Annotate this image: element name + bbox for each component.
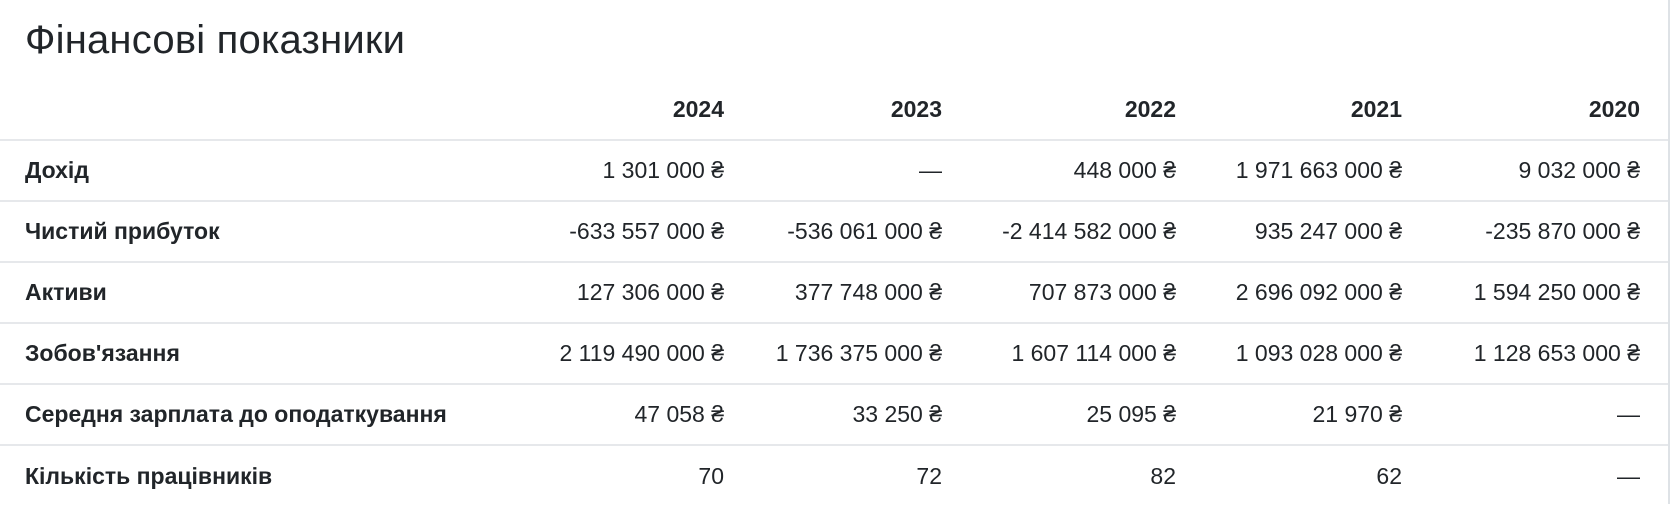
table-row-net-profit: Чистий прибуток -633 557 000 ₴ -536 061 … bbox=[0, 201, 1668, 263]
table-cell: 2 696 092 000 ₴ bbox=[1204, 262, 1430, 324]
row-label: Активи bbox=[0, 262, 522, 324]
table-cell: 377 748 000 ₴ bbox=[752, 262, 970, 324]
financial-table: 2024 2023 2022 2021 2020 Дохід 1 301 000… bbox=[0, 80, 1668, 506]
table-cell: 448 000 ₴ bbox=[970, 140, 1204, 202]
column-header-year: 2024 bbox=[522, 80, 752, 141]
table-cell: 62 bbox=[1376, 462, 1402, 489]
table-row-average-salary: Середня зарплата до оподаткування 47 058… bbox=[0, 384, 1668, 446]
table-cell: 1 301 000 ₴ bbox=[522, 140, 752, 202]
table-cell: 2 119 490 000 ₴ bbox=[522, 323, 752, 385]
table-cell: 25 095 ₴ bbox=[970, 384, 1204, 446]
table-cell: 1 093 028 000 ₴ bbox=[1204, 323, 1430, 385]
table-cell: 1 736 375 000 ₴ bbox=[752, 323, 970, 385]
table-cell: 72 bbox=[916, 462, 942, 489]
table-cell: 1 607 114 000 ₴ bbox=[970, 323, 1204, 385]
table-cell: 70 bbox=[698, 462, 724, 489]
table-row-liabilities: Зобов'язання 2 119 490 000 ₴ 1 736 375 0… bbox=[0, 323, 1668, 385]
table-cell: -2 414 582 000 ₴ bbox=[970, 201, 1204, 263]
table-cell: 1 128 653 000 ₴ bbox=[1430, 323, 1668, 385]
column-header-year: 2021 bbox=[1204, 80, 1430, 141]
column-header bbox=[0, 80, 522, 141]
table-cell: 1 971 663 000 ₴ bbox=[1204, 140, 1430, 202]
column-header-year: 2023 bbox=[752, 80, 970, 141]
table-cell: 21 970 ₴ bbox=[1204, 384, 1430, 446]
table-row-revenue: Дохід 1 301 000 ₴ — 448 000 ₴ 1 971 663 … bbox=[0, 140, 1668, 202]
row-label: Зобов'язання bbox=[0, 323, 522, 385]
table-cell: 47 058 ₴ bbox=[522, 384, 752, 446]
table-cell: 82 bbox=[1150, 462, 1176, 489]
row-label: Кількість працівників bbox=[25, 462, 273, 489]
table-cell: 707 873 000 ₴ bbox=[970, 262, 1204, 324]
row-label: Середня зарплата до оподаткування bbox=[0, 384, 522, 446]
table-cell: 935 247 000 ₴ bbox=[1204, 201, 1430, 263]
table-cell: — bbox=[1430, 384, 1668, 446]
column-header-year: 2022 bbox=[970, 80, 1204, 141]
table-cell: 33 250 ₴ bbox=[752, 384, 970, 446]
table-cell: -633 557 000 ₴ bbox=[522, 201, 752, 263]
table-cell: -235 870 000 ₴ bbox=[1430, 201, 1668, 263]
row-label: Дохід bbox=[0, 140, 522, 202]
table-cell: -536 061 000 ₴ bbox=[752, 201, 970, 263]
column-header-year: 2020 bbox=[1430, 80, 1668, 141]
table-header-row: 2024 2023 2022 2021 2020 bbox=[0, 80, 1668, 141]
table-cell: — bbox=[1617, 462, 1640, 489]
table-cell: — bbox=[752, 140, 970, 202]
table-cell: 127 306 000 ₴ bbox=[522, 262, 752, 324]
row-label: Чистий прибуток bbox=[0, 201, 522, 263]
section-title: Фінансові показники bbox=[25, 18, 406, 62]
table-row-employees: Кількість працівників 70 72 82 62 — bbox=[0, 445, 1668, 506]
table-row-assets: Активи 127 306 000 ₴ 377 748 000 ₴ 707 8… bbox=[0, 262, 1668, 324]
table-cell: 9 032 000 ₴ bbox=[1430, 140, 1668, 202]
table-cell: 1 594 250 000 ₴ bbox=[1430, 262, 1668, 324]
